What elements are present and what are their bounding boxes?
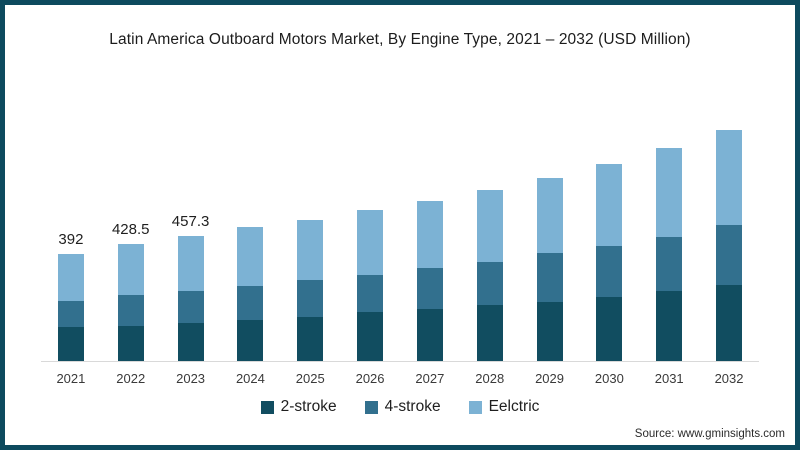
bar-segment-2-stroke	[596, 297, 623, 361]
x-axis-tick-label: 2032	[714, 371, 744, 386]
bar-total-label: 392	[58, 230, 84, 248]
stacked-bar	[177, 236, 204, 361]
bar-chart: 392 428.5 457.3 2021 2022 2023 2024 2025 2026 20…	[41, 85, 759, 386]
bar-segment-2-stroke	[476, 305, 503, 361]
bar-segment-eelctric	[476, 189, 503, 263]
stacked-bar	[117, 244, 144, 361]
stacked-bar	[536, 177, 563, 361]
bar-segment-eelctric	[357, 210, 384, 275]
x-axis-tick-label: 2025	[295, 371, 325, 386]
bar-segment-4-stroke	[57, 300, 84, 328]
x-axis-tick-label: 2027	[415, 371, 445, 386]
bar-segment-eelctric	[536, 177, 563, 254]
bar-segment-eelctric	[237, 227, 264, 287]
bar-segment-4-stroke	[177, 290, 204, 323]
bar-segment-eelctric	[416, 200, 443, 269]
bar-segment-eelctric	[297, 219, 324, 281]
bar-segment-eelctric	[596, 164, 623, 246]
legend: 2-stroke 4-stroke Eelctric	[5, 398, 795, 416]
x-axis-tick-label: 2024	[235, 371, 265, 386]
stacked-bar	[716, 130, 743, 361]
legend-swatch-icon	[364, 400, 378, 414]
x-axis-tick-label: 2026	[355, 371, 385, 386]
bar-total-label: 457.3	[171, 213, 210, 231]
x-axis-tick-label: 2021	[56, 371, 86, 386]
bar-segment-2-stroke	[237, 320, 264, 361]
bar-segment-4-stroke	[536, 253, 563, 303]
bar-segment-4-stroke	[117, 294, 144, 326]
bar-segment-eelctric	[177, 236, 204, 291]
bar-segment-2-stroke	[416, 309, 443, 361]
source-attribution: Source: www.gminsights.com	[634, 428, 785, 440]
x-axis-tick-label: 2029	[535, 371, 564, 386]
legend-swatch-icon	[468, 400, 482, 414]
stacked-bar	[476, 189, 503, 361]
bar-column	[520, 177, 580, 361]
x-axis-tick-label: 2031	[654, 371, 684, 386]
bar-segment-2-stroke	[716, 285, 743, 361]
x-axis-tick-label: 2023	[176, 371, 206, 386]
stacked-bar	[656, 147, 683, 361]
plot-area: 392 428.5 457.3	[41, 85, 759, 362]
bar-segment-4-stroke	[357, 274, 384, 313]
bar-segment-2-stroke	[536, 302, 563, 361]
bar-segment-4-stroke	[476, 262, 503, 306]
legend-label: 4-stroke	[384, 398, 441, 415]
bar-segment-4-stroke	[237, 286, 264, 320]
stacked-bar	[237, 227, 264, 361]
bar-segment-eelctric	[57, 253, 84, 301]
legend-swatch-icon	[260, 400, 274, 414]
x-axis-labels: 2021 2022 2023 2024 2025 2026 2027 2028 2029 2030…	[41, 371, 759, 386]
legend-item-2-stroke: 2-stroke	[260, 398, 337, 416]
bar-segment-4-stroke	[596, 245, 623, 298]
stacked-bar	[57, 253, 84, 361]
bar-segment-eelctric	[656, 147, 683, 237]
bar-segment-2-stroke	[57, 327, 84, 361]
bar-segment-4-stroke	[716, 224, 743, 286]
stacked-bar	[297, 219, 324, 361]
legend-item-eelctric: Eelctric	[468, 398, 540, 416]
bar-column	[280, 219, 340, 361]
bar-segment-2-stroke	[177, 322, 204, 361]
bar-column	[340, 210, 400, 361]
bar-segment-eelctric	[117, 244, 144, 295]
chart-title: Latin America Outboard Motors Market, By…	[109, 31, 691, 48]
bar-column	[400, 200, 460, 361]
x-axis-tick-label: 2022	[116, 371, 146, 386]
x-axis-tick-label: 2028	[475, 371, 505, 386]
legend-label: 2-stroke	[280, 398, 337, 415]
bar-segment-2-stroke	[297, 317, 324, 361]
bar-total-label: 428.5	[111, 221, 150, 239]
bar-segment-eelctric	[716, 130, 743, 225]
bar-column	[460, 189, 520, 361]
bar-segment-2-stroke	[357, 312, 384, 361]
bar-segment-2-stroke	[656, 291, 683, 361]
bar-column: 457.3	[161, 213, 221, 361]
x-axis-tick-label: 2030	[594, 371, 624, 386]
bar-column	[579, 164, 639, 361]
bar-segment-4-stroke	[297, 280, 324, 318]
bar-column: 428.5	[101, 221, 161, 361]
bar-column	[220, 227, 280, 361]
legend-item-4-stroke: 4-stroke	[364, 398, 441, 416]
bar-segment-2-stroke	[117, 325, 144, 361]
bar-column	[639, 147, 699, 361]
bar-column: 392	[41, 231, 101, 361]
bar-segment-4-stroke	[656, 236, 683, 292]
bar-segment-4-stroke	[416, 268, 443, 310]
bar-column	[699, 130, 759, 361]
stacked-bar	[416, 200, 443, 361]
legend-label: Eelctric	[488, 398, 540, 415]
stacked-bar	[357, 210, 384, 361]
stacked-bar	[596, 164, 623, 361]
